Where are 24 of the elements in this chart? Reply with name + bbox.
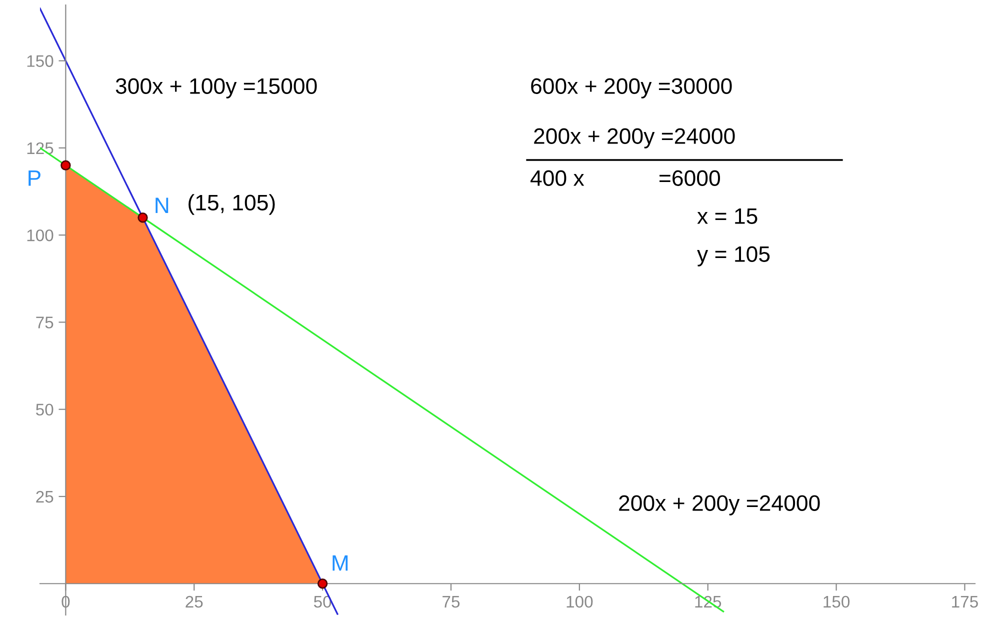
annotation: (15, 105) <box>188 194 275 215</box>
annotation: x = 15 <box>697 208 758 224</box>
x-tick-label: 150 <box>824 596 850 608</box>
annotation: 400 x =6000 <box>530 170 720 186</box>
x-tick-label: 100 <box>566 596 593 608</box>
annotation: 200x + 200y =24000 <box>534 128 735 148</box>
annotation: y = 105 <box>697 246 770 266</box>
annotation: M <box>332 555 348 571</box>
annotation: 200x + 200y =24000 <box>619 495 820 516</box>
annotation: 300x + 100y =15000 <box>116 78 317 98</box>
y-tick-label: 75 <box>36 316 54 328</box>
y-tick-label: 100 <box>27 229 54 242</box>
y-tick-label: 25 <box>36 490 54 503</box>
point <box>138 212 148 223</box>
point <box>60 160 71 170</box>
annotation: P <box>28 170 40 186</box>
point <box>317 578 328 589</box>
y-tick-label: 50 <box>36 404 54 416</box>
annotation: N <box>156 198 168 214</box>
annotation: 600x + 200y =30000 <box>531 78 732 98</box>
x-tick-label: 25 <box>186 596 203 608</box>
x-tick-label: 75 <box>442 596 460 608</box>
y-tick-label: 150 <box>27 55 54 67</box>
x-tick-label: 175 <box>952 596 978 608</box>
